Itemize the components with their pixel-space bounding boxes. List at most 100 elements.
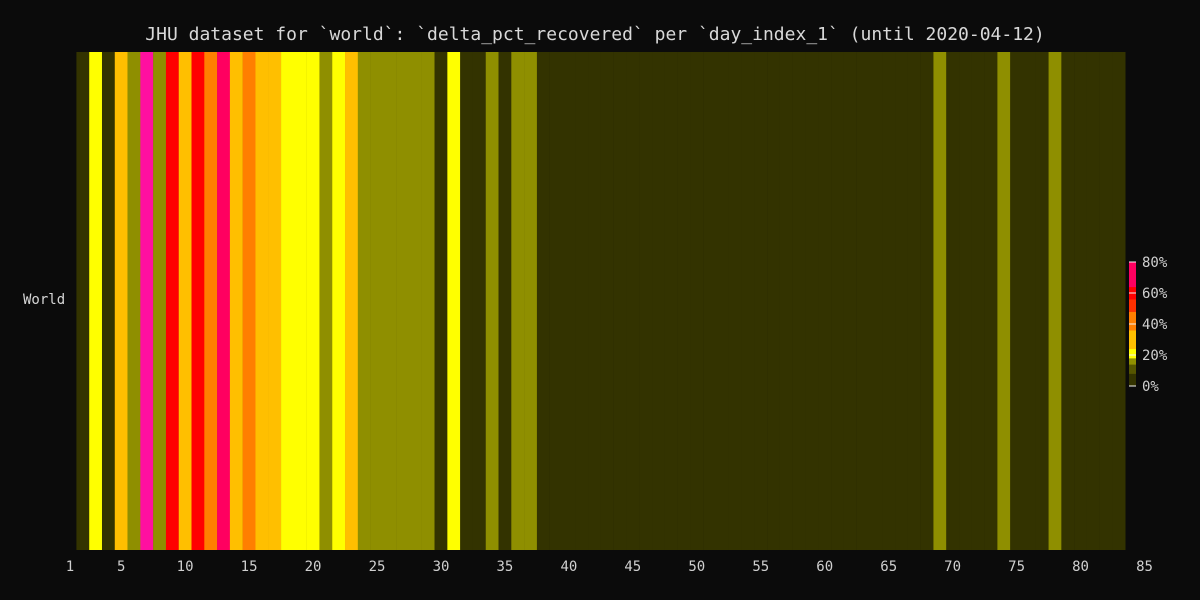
x-tick-label-5: 5 xyxy=(117,559,125,575)
heat-cell-day-39 xyxy=(562,52,576,550)
heat-cell-day-74 xyxy=(1010,52,1024,550)
heat-cell-day-37 xyxy=(536,52,550,550)
heat-cell-day-65 xyxy=(895,52,909,550)
x-tick-label-30: 30 xyxy=(433,559,450,575)
heat-cell-day-32 xyxy=(472,52,486,550)
heat-cell-day-49 xyxy=(690,52,704,550)
heat-cell-day-22 xyxy=(345,52,359,550)
x-tick-label-20: 20 xyxy=(305,559,322,575)
heat-cell-day-6 xyxy=(140,52,154,550)
heat-cell-day-38 xyxy=(549,52,563,550)
heat-cell-day-78 xyxy=(1061,52,1075,550)
heat-cell-day-71 xyxy=(971,52,985,550)
heat-cell-day-77 xyxy=(1048,52,1062,550)
heat-cell-day-80 xyxy=(1086,52,1100,550)
heat-cell-day-54 xyxy=(754,52,768,550)
heat-cell-day-48 xyxy=(677,52,691,550)
heat-cell-day-19 xyxy=(306,52,320,550)
x-tick-label-50: 50 xyxy=(688,559,705,575)
heat-cell-day-79 xyxy=(1074,52,1088,550)
x-tick-label-45: 45 xyxy=(624,559,641,575)
x-tick-label-70: 70 xyxy=(944,559,961,575)
colorbar-segment xyxy=(1129,358,1136,365)
heat-cell-day-58 xyxy=(805,52,819,550)
heat-cell-day-42 xyxy=(600,52,614,550)
heat-cell-day-61 xyxy=(843,52,857,550)
heat-cell-day-30 xyxy=(447,52,461,550)
heat-cell-day-17 xyxy=(281,52,295,550)
heat-cell-day-26 xyxy=(396,52,410,550)
heat-cell-day-27 xyxy=(408,52,422,550)
heat-cell-day-31 xyxy=(460,52,474,550)
heat-cell-day-15 xyxy=(255,52,269,550)
heat-cell-day-2 xyxy=(89,52,103,550)
heat-cell-day-18 xyxy=(293,52,307,550)
heat-cell-day-55 xyxy=(767,52,781,550)
heat-cell-day-73 xyxy=(997,52,1011,550)
heat-cell-day-59 xyxy=(818,52,832,550)
heat-cell-day-63 xyxy=(869,52,883,550)
heat-cell-day-12 xyxy=(217,52,231,550)
x-tick-label-65: 65 xyxy=(880,559,897,575)
heat-cell-day-62 xyxy=(856,52,870,550)
colorbar-label-20pct: 20% xyxy=(1142,348,1168,364)
heat-cell-day-29 xyxy=(434,52,448,550)
heat-cell-day-66 xyxy=(907,52,921,550)
heat-cell-day-20 xyxy=(319,52,333,550)
x-tick-label-10: 10 xyxy=(177,559,194,575)
heat-cell-day-14 xyxy=(242,52,256,550)
colorbar-label-80pct: 80% xyxy=(1142,255,1168,271)
heat-cell-day-34 xyxy=(498,52,512,550)
heat-cell-day-8 xyxy=(165,52,179,550)
heat-cell-day-25 xyxy=(383,52,397,550)
heat-cell-day-45 xyxy=(639,52,653,550)
heat-cell-day-50 xyxy=(703,52,717,550)
x-tick-label-55: 55 xyxy=(752,559,769,575)
heat-cell-day-44 xyxy=(626,52,640,550)
heat-cell-day-10 xyxy=(191,52,205,550)
heat-cell-day-64 xyxy=(882,52,896,550)
heat-cell-day-51 xyxy=(715,52,729,550)
colorbar-segment xyxy=(1129,330,1136,350)
heat-cell-day-36 xyxy=(524,52,538,550)
heat-cell-day-7 xyxy=(153,52,167,550)
heat-cell-day-4 xyxy=(114,52,128,550)
colorbar-segment xyxy=(1129,373,1136,387)
heat-cell-day-40 xyxy=(575,52,589,550)
heat-cell-day-16 xyxy=(268,52,282,550)
x-tick-label-85: 85 xyxy=(1136,559,1153,575)
heat-cell-day-43 xyxy=(613,52,627,550)
heat-cell-day-81 xyxy=(1099,52,1113,550)
x-tick-label-15: 15 xyxy=(241,559,258,575)
heat-cell-day-21 xyxy=(332,52,346,550)
heat-cell-day-57 xyxy=(792,52,806,550)
heat-cell-day-52 xyxy=(728,52,742,550)
x-tick-label-25: 25 xyxy=(369,559,386,575)
heat-cell-day-5 xyxy=(127,52,141,550)
x-tick-label-60: 60 xyxy=(816,559,833,575)
row-label-world: World xyxy=(23,292,66,308)
heat-cell-day-76 xyxy=(1035,52,1049,550)
heat-cell-day-60 xyxy=(831,52,845,550)
colorbar-segment xyxy=(1129,364,1136,374)
x-tick-label-1: 1 xyxy=(66,559,74,575)
heat-cell-day-72 xyxy=(984,52,998,550)
heat-cell-day-53 xyxy=(741,52,755,550)
heat-cell-day-41 xyxy=(588,52,602,550)
heat-cell-day-28 xyxy=(421,52,435,550)
heat-cell-day-24 xyxy=(370,52,384,550)
x-tick-label-40: 40 xyxy=(560,559,577,575)
heat-cell-day-13 xyxy=(229,52,243,550)
colorbar-label-60pct: 60% xyxy=(1142,286,1168,302)
heat-cell-day-67 xyxy=(920,52,934,550)
x-tick-label-75: 75 xyxy=(1008,559,1025,575)
heat-cell-day-1 xyxy=(76,52,90,550)
heat-cell-day-69 xyxy=(946,52,960,550)
colorbar-segment xyxy=(1129,348,1136,359)
colorbar-label-40pct: 40% xyxy=(1142,317,1168,333)
heat-cell-day-35 xyxy=(511,52,525,550)
heat-cell-day-11 xyxy=(204,52,218,550)
chart-title: JHU dataset for `world`: `delta_pct_reco… xyxy=(145,24,1045,45)
x-tick-label-35: 35 xyxy=(496,559,513,575)
